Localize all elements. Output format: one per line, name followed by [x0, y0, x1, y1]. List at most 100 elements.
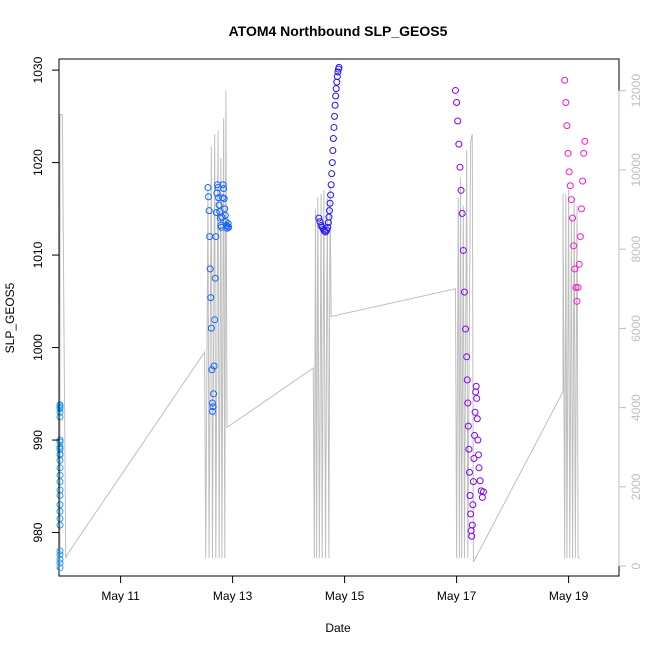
data-point-flight-4 — [455, 140, 463, 148]
data-point-flight-3 — [325, 213, 333, 221]
data-point-flight-3 — [330, 123, 338, 131]
x-tick-label: May 15 — [325, 589, 365, 603]
data-point-flight-4 — [459, 246, 467, 254]
data-point-flight-1 — [56, 551, 64, 559]
data-point-flight-4 — [465, 468, 473, 476]
data-point-flight-1 — [56, 564, 64, 572]
data-point-flight-4 — [464, 399, 472, 407]
x-tick-label: May 13 — [213, 589, 253, 603]
y-axis-label: SLP_GEOS5 — [3, 282, 17, 353]
data-point-flight-4 — [473, 394, 481, 402]
data-point-flight-5 — [566, 182, 574, 190]
y-tick-label: 1000 — [31, 334, 45, 361]
data-point-flight-4 — [471, 408, 479, 416]
data-point-flight-2 — [205, 207, 213, 215]
altitude-line — [59, 90, 580, 563]
data-point-flight-4 — [479, 488, 487, 496]
data-point-flight-5 — [564, 149, 572, 157]
data-point-flight-5 — [571, 265, 579, 273]
data-point-flight-2 — [215, 201, 223, 209]
data-point-flight-5 — [573, 297, 581, 305]
data-point-flight-4 — [466, 492, 474, 500]
data-point-flight-5 — [562, 98, 570, 106]
data-point-flight-4 — [457, 186, 465, 194]
data-point-flight-2 — [212, 209, 220, 217]
data-point-flight-1 — [56, 464, 64, 472]
x-tick-label: May 19 — [549, 589, 589, 603]
data-point-flight-2 — [205, 193, 213, 201]
data-point-flight-2 — [218, 213, 226, 221]
data-point-flight-2 — [221, 211, 229, 219]
data-point-flight-5 — [576, 233, 584, 241]
data-point-flight-2 — [225, 223, 233, 231]
data-point-flight-2 — [222, 221, 230, 229]
y2-tick-label: 4000 — [629, 394, 643, 421]
data-point-flight-2 — [206, 265, 214, 273]
data-point-flight-2 — [208, 399, 216, 407]
data-point-flight-4 — [462, 325, 470, 333]
data-point-flight-4 — [468, 521, 476, 529]
data-point-flight-5 — [581, 137, 589, 145]
data-point-flight-3 — [328, 159, 336, 167]
data-point-flight-5 — [574, 283, 582, 291]
x-axis-label: Date — [325, 621, 351, 635]
data-point-flight-2 — [211, 274, 219, 282]
y-tick-label: 1020 — [31, 149, 45, 176]
data-point-flight-3 — [334, 68, 342, 76]
data-point-flight-1 — [56, 555, 64, 563]
data-point-flight-1 — [56, 515, 64, 523]
data-point-flight-5 — [567, 196, 575, 204]
data-point-flight-3 — [332, 92, 340, 100]
data-point-flight-3 — [329, 147, 337, 155]
data-point-flight-3 — [332, 85, 340, 93]
data-point-flight-2 — [221, 205, 229, 213]
data-point-flight-2 — [204, 184, 212, 192]
altitude-layer — [59, 90, 580, 563]
data-point-flight-4 — [454, 117, 462, 125]
y2-tick-label: 6000 — [629, 315, 643, 342]
data-point-flight-2 — [220, 195, 228, 203]
data-point-flight-4 — [474, 436, 482, 444]
data-point-flight-2 — [219, 181, 227, 189]
data-point-flight-4 — [465, 445, 473, 453]
data-point-flight-3 — [329, 135, 337, 143]
data-point-flight-1 — [56, 486, 64, 494]
data-point-flight-3 — [331, 112, 339, 120]
data-point-flight-1 — [56, 405, 64, 413]
data-point-flight-3 — [325, 207, 333, 215]
y2-tick-label: 8000 — [629, 235, 643, 262]
data-point-flight-3 — [331, 101, 339, 109]
data-point-flight-4 — [468, 532, 476, 540]
data-point-flight-2 — [211, 316, 219, 324]
data-point-flight-4 — [456, 163, 464, 171]
data-point-flight-4 — [478, 493, 486, 501]
data-point-flight-1 — [56, 451, 64, 459]
data-point-flight-4 — [464, 422, 472, 430]
axes-layer: May 11 May 13 May 15 May 17 May 19 980 990 1000… — [31, 56, 643, 603]
y-tick-label: 990 — [31, 430, 45, 450]
data-point-flight-3 — [315, 214, 323, 222]
data-point-flight-2 — [207, 324, 215, 332]
data-point-flight-5 — [580, 149, 588, 157]
data-point-flight-3 — [326, 199, 334, 207]
data-point-flight-4 — [472, 382, 480, 390]
y-tick-label: 1010 — [31, 241, 45, 268]
data-point-flight-4 — [463, 376, 471, 384]
x-tick-label: May 17 — [437, 589, 477, 603]
data-point-flight-3 — [327, 181, 335, 189]
data-point-flight-3 — [324, 223, 332, 231]
data-point-flight-4 — [473, 415, 481, 423]
data-point-flight-5 — [569, 214, 577, 222]
data-point-flight-2 — [208, 366, 216, 374]
plot-box — [58, 58, 620, 577]
chart-title: ATOM4 Northbound SLP_GEOS5 — [229, 23, 448, 39]
data-point-flight-4 — [458, 209, 466, 217]
y2-tick-label: 10000 — [629, 153, 643, 187]
data-point-flight-5 — [572, 283, 580, 291]
data-point-flight-2 — [208, 407, 216, 415]
data-point-flight-4 — [467, 510, 475, 518]
data-point-flight-2 — [212, 233, 220, 241]
data-point-flight-3 — [333, 73, 341, 81]
data-point-flight-3 — [335, 63, 343, 71]
